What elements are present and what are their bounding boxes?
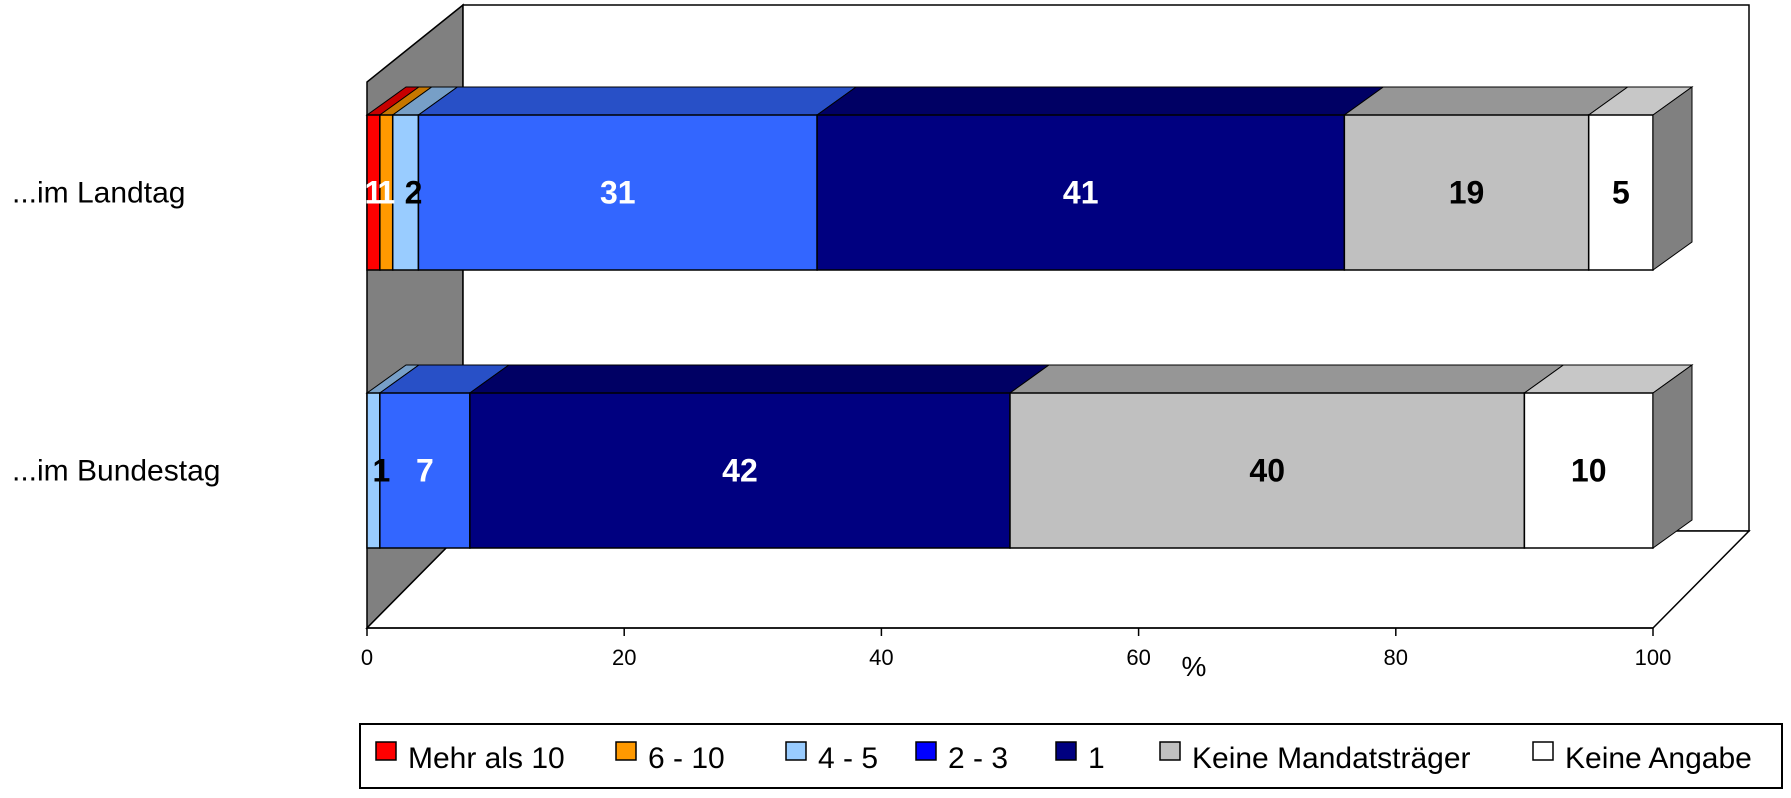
x-tick-label: 60 — [1126, 645, 1150, 670]
legend-swatch — [1055, 741, 1077, 761]
x-tick-label: 40 — [869, 645, 893, 670]
bar-top-bundestag-5 — [1008, 364, 1565, 394]
bar-segment-landtag-6 — [1587, 114, 1654, 271]
legend-entry-label: 6 - 10 — [648, 742, 725, 775]
x-axis: 0 20 40 60 80 100% — [361, 627, 1672, 682]
bar-side-landtag — [1652, 86, 1693, 271]
bar-top-landtag-4 — [815, 86, 1385, 116]
data-label: 1 — [365, 175, 383, 211]
bar-segment-landtag-5 — [1343, 114, 1590, 271]
legend-entry-label: 1 — [1088, 742, 1105, 775]
data-label: 42 — [722, 453, 758, 489]
bar-segment-landtag-4 — [816, 114, 1346, 271]
x-tick-label: 100 — [1635, 645, 1672, 670]
legend-entry-label: Mehr als 10 — [408, 742, 565, 775]
category-label: ...im Bundestag — [12, 455, 220, 488]
legend-entry-label: 4 - 5 — [818, 742, 878, 775]
data-label: 5 — [1612, 175, 1630, 211]
bars-layer — [365, 86, 1694, 549]
legend-entry-label: Keine Mandatsträger — [1192, 742, 1471, 775]
legend-swatch — [1159, 741, 1181, 761]
data-label: 41 — [1063, 175, 1099, 211]
data-label: 31 — [600, 175, 636, 211]
bar-top-bundestag-4 — [468, 364, 1051, 394]
bar-top-landtag-3 — [416, 86, 858, 116]
legend-entry-label: 2 - 3 — [948, 742, 1008, 775]
bar-top-landtag-5 — [1342, 86, 1630, 116]
data-label: 10 — [1571, 453, 1607, 489]
legend-entry-label: Keine Angabe — [1565, 742, 1752, 775]
data-label: 7 — [416, 453, 434, 489]
data-label: 1 — [377, 175, 395, 211]
data-labels-layer: 11 2 31 41 19 51 7 42 40 10 — [365, 175, 1630, 489]
data-label: 2 — [405, 175, 423, 211]
x-tick-label: 0 — [361, 645, 373, 670]
bar-segment-bundestag-6 — [1523, 392, 1654, 549]
data-label: 40 — [1249, 453, 1285, 489]
legend-swatch — [375, 741, 397, 761]
legend-swatch — [915, 741, 937, 761]
legend-swatch — [785, 741, 807, 761]
data-label: 19 — [1449, 175, 1485, 211]
category-label: ...im Landtag — [12, 177, 185, 210]
legend: Mehr als 10 6 - 10 4 - 5 2 - 3 1 Keine Mandat… — [359, 723, 1783, 789]
x-tick-label: 80 — [1384, 645, 1408, 670]
legend-swatch — [1532, 741, 1554, 761]
data-label: 1 — [373, 453, 391, 489]
bar-side-bundestag — [1652, 364, 1693, 549]
bar-segment-bundestag-4 — [469, 392, 1011, 549]
x-tick-label: 20 — [612, 645, 636, 670]
bar-segment-bundestag-3 — [379, 392, 471, 549]
legend-swatch — [615, 741, 637, 761]
category-labels: ...im Landtag ...im Bundestag — [12, 177, 220, 488]
bar-segment-bundestag-5 — [1009, 392, 1526, 549]
x-axis-unit-label: % — [1182, 651, 1207, 682]
